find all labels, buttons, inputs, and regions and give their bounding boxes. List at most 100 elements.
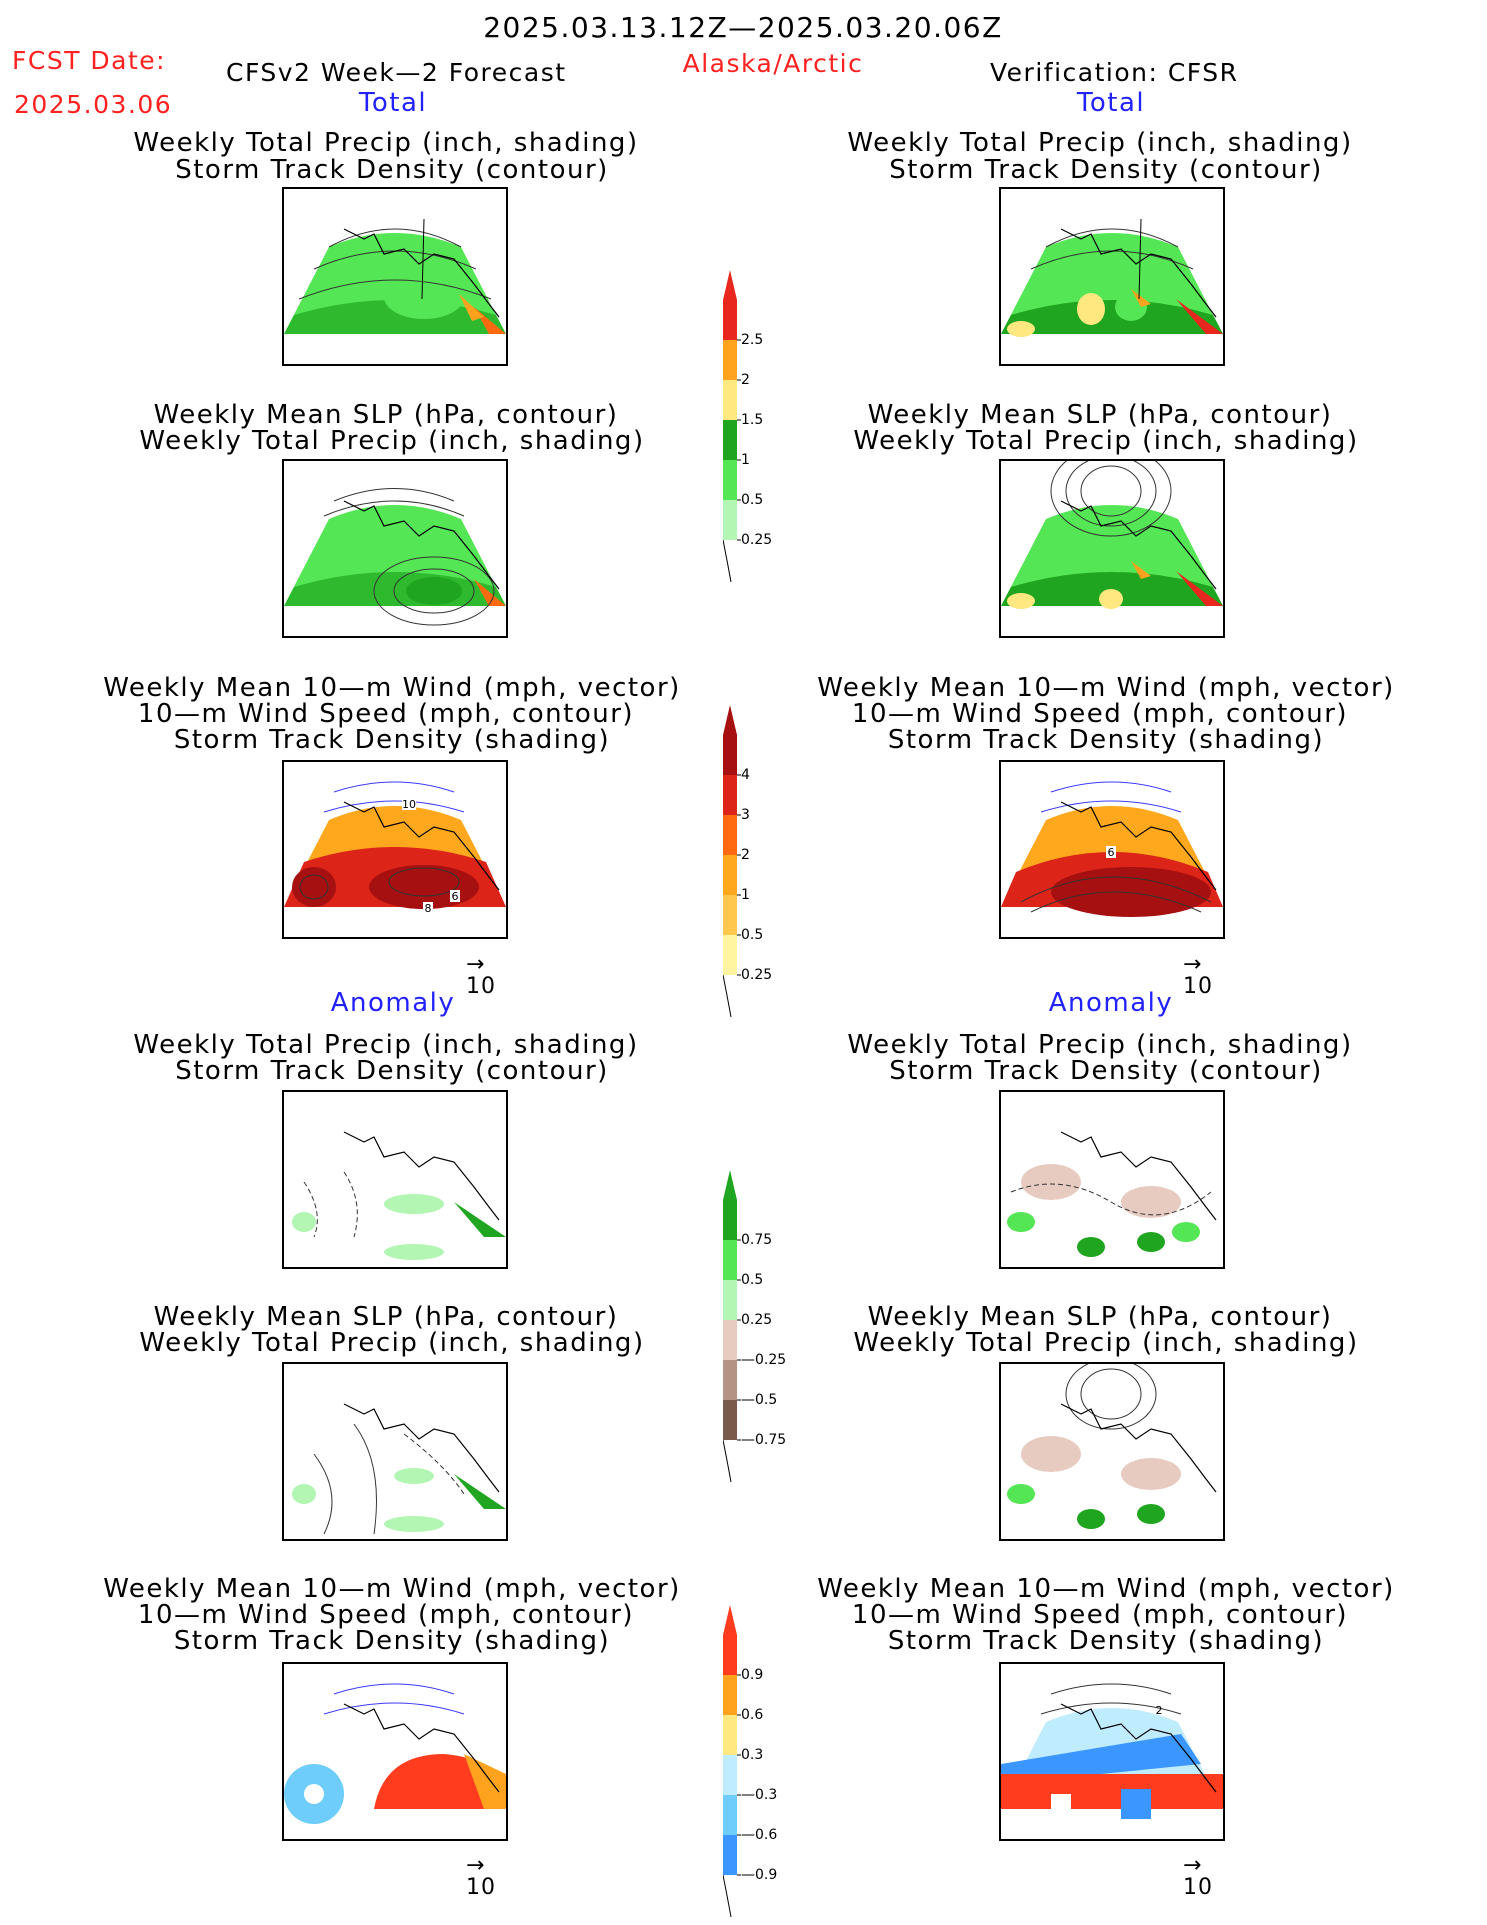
title-r2-b: Weekly Total Precip (inch, shading) <box>853 426 1359 456</box>
colorbar-swatch <box>723 500 737 540</box>
title-l6-a: Weekly Mean 10—m Wind (mph, vector) <box>103 1574 681 1604</box>
title-l4-a: Weekly Total Precip (inch, shading) <box>133 1030 639 1060</box>
vector-ref-arrow: → <box>466 1853 486 1878</box>
title-l1-a: Weekly Total Precip (inch, shading) <box>133 128 639 158</box>
colorbar-label: 0.25 <box>741 967 773 983</box>
map-fcst-total-precip-track <box>282 187 508 366</box>
title-r3-a: Weekly Mean 10—m Wind (mph, vector) <box>817 673 1395 703</box>
colorbar-swatch <box>723 1715 737 1755</box>
colorbar-label: 2 <box>741 372 750 388</box>
colorbar-swatch <box>723 1400 737 1440</box>
colorbar-label: 0.25 <box>741 1312 773 1328</box>
colorbar-top-triangle <box>723 270 737 300</box>
title-r3-b: 10—m Wind Speed (mph, contour) <box>851 699 1349 729</box>
contour-label: 2 <box>1156 1704 1163 1717</box>
title-r6-b: 10—m Wind Speed (mph, contour) <box>851 1600 1349 1630</box>
title-r5-b: Weekly Total Precip (inch, shading) <box>853 1328 1359 1358</box>
colorbar-label: 3 <box>741 807 750 823</box>
colorbar-top-triangle <box>723 1170 737 1200</box>
title-r2-a: Weekly Mean SLP (hPa, contour) <box>867 400 1333 430</box>
colorbar-label: —0.25 <box>741 1352 787 1368</box>
map-obs-anom-wind-track: 2 <box>999 1662 1225 1841</box>
title-l6-c: Storm Track Density (shading) <box>173 1626 611 1656</box>
title-r1-a: Weekly Total Precip (inch, shading) <box>847 128 1353 158</box>
colorbar-label: —0.75 <box>741 1432 787 1448</box>
contour-label: 6 <box>452 890 459 903</box>
vector-ref-arrow: → <box>466 952 486 977</box>
colorbar-swatch <box>723 1755 737 1795</box>
colorbar-label: 0.5 <box>741 492 764 508</box>
vector-ref-value: 10 <box>466 974 496 999</box>
colorbar-label: 0.5 <box>741 927 764 943</box>
colorbar-swatch <box>723 1320 737 1360</box>
title-r6-a: Weekly Mean 10—m Wind (mph, vector) <box>817 1574 1395 1604</box>
colorbar-label: 0.3 <box>741 1747 764 1763</box>
vector-ref-value: 10 <box>466 1875 496 1900</box>
colorbar-swatch <box>723 1280 737 1320</box>
vector-ref-value: 10 <box>1183 1875 1213 1900</box>
region-title: Alaska/Arctic <box>682 49 864 78</box>
map-fcst-anom-precip-track <box>282 1090 508 1269</box>
colorbar-swatch <box>723 775 737 815</box>
fcst-date: 2025.03.06 <box>14 90 173 119</box>
colorbar-label: 4 <box>741 767 750 783</box>
contour-label: 10 <box>402 798 416 811</box>
colorbar-label: —0.9 <box>741 1867 778 1883</box>
colorbar-swatch <box>723 380 737 420</box>
title-r4-b: Storm Track Density (contour) <box>889 1056 1323 1086</box>
colorbar-swatch <box>723 1795 737 1835</box>
title-r4-a: Weekly Total Precip (inch, shading) <box>847 1030 1353 1060</box>
colorbar-swatch <box>723 1240 737 1280</box>
title-l3-a: Weekly Mean 10—m Wind (mph, vector) <box>103 673 681 703</box>
colorbar-swatch <box>723 895 737 935</box>
map-fcst-anom-wind-track <box>282 1662 508 1841</box>
map-obs-anom-slp-precip <box>999 1362 1225 1541</box>
colorbar-swatch <box>723 815 737 855</box>
map-fcst-total-slp-precip <box>282 459 508 638</box>
colorbar-label: 1 <box>741 452 750 468</box>
colorbar-swatch <box>723 460 737 500</box>
title-l5-a: Weekly Mean SLP (hPa, contour) <box>153 1302 619 1332</box>
colorbar-swatch <box>723 1635 737 1675</box>
colorbar-label: 1 <box>741 887 750 903</box>
title-r5-a: Weekly Mean SLP (hPa, contour) <box>867 1302 1333 1332</box>
colorbar-label: 1.5 <box>741 412 764 428</box>
map-fcst-anom-slp-precip <box>282 1362 508 1541</box>
title-r1-b: Storm Track Density (contour) <box>889 155 1323 185</box>
colorbar-swatch <box>723 935 737 975</box>
vector-ref-arrow: → <box>1183 1853 1203 1878</box>
colorbar-swatch <box>723 1675 737 1715</box>
colorbar-top-triangle <box>723 705 737 735</box>
section-total-right: Total <box>1076 88 1146 118</box>
colorbar-label: —0.6 <box>741 1827 778 1843</box>
colorbar-label: 0.6 <box>741 1707 764 1723</box>
map-obs-total-precip-track <box>999 187 1225 366</box>
date-range: 2025.03.13.12Z—2025.03.20.06Z <box>483 11 1003 44</box>
colorbar-label: 2.5 <box>741 332 764 348</box>
map-obs-total-slp-precip <box>999 459 1225 638</box>
title-l2-b: Weekly Total Precip (inch, shading) <box>139 426 645 456</box>
colorbar-label: 0.75 <box>741 1232 773 1248</box>
title-l3-b: 10—m Wind Speed (mph, contour) <box>137 699 635 729</box>
colorbar-swatch <box>723 1200 737 1240</box>
colorbar-label: 0.5 <box>741 1272 764 1288</box>
title-r3-c: Storm Track Density (shading) <box>887 725 1325 755</box>
contour-label: 8 <box>425 902 432 915</box>
map-fcst-total-wind-track: 10 6 8 <box>282 760 508 939</box>
title-l2-a: Weekly Mean SLP (hPa, contour) <box>153 400 619 430</box>
title-l6-b: 10—m Wind Speed (mph, contour) <box>137 1600 635 1630</box>
colorbar-top-triangle <box>723 1605 737 1635</box>
title-l4-b: Storm Track Density (contour) <box>175 1056 609 1086</box>
colorbar-swatch <box>723 340 737 380</box>
colorbar-swatch <box>723 735 737 775</box>
vector-ref-value: 10 <box>1183 974 1213 999</box>
contour-label: 6 <box>1108 846 1115 859</box>
vector-ref-arrow: → <box>1183 952 1203 977</box>
section-anomaly-left: Anomaly <box>330 988 456 1018</box>
colorbar-swatch <box>723 300 737 340</box>
colorbar-label: 0.9 <box>741 1667 764 1683</box>
colorbar-swatch <box>723 1360 737 1400</box>
fcst-label: FCST Date: <box>12 46 167 75</box>
colorbar-swatch <box>723 855 737 895</box>
map-obs-total-wind-track: 6 <box>999 760 1225 939</box>
